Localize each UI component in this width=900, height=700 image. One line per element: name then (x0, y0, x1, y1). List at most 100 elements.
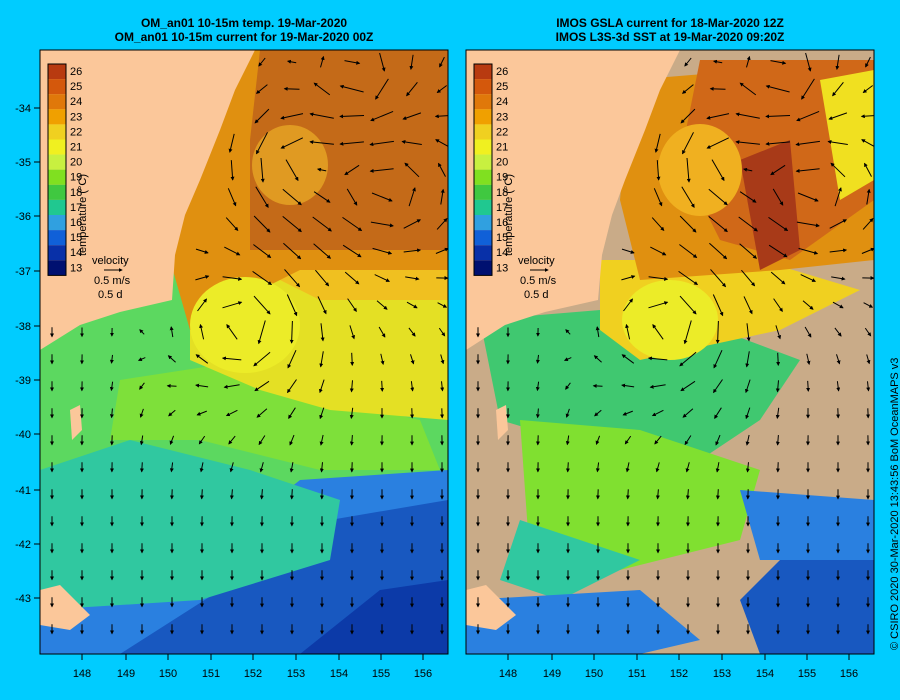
right-current-arrow (832, 81, 844, 97)
right-current-arrow (864, 162, 872, 177)
left-current-arrow (169, 435, 175, 445)
right-colorbar-tick: 25 (496, 81, 508, 93)
left-current-arrow (199, 489, 204, 500)
left-current-arrow (253, 244, 272, 258)
left-lon-tick-label: 151 (202, 668, 220, 680)
right-current-arrow (806, 380, 811, 392)
left-current-arrow (349, 435, 354, 446)
right-colorbar: 26 25 24 23 22 21 20 19 18 17 16 15 14 13 (473, 63, 508, 276)
left-current-arrow (199, 323, 205, 340)
right-current-arrow (621, 354, 635, 364)
right-map-panel: 26 25 24 23 22 21 20 19 18 17 16 15 14 13 temperature… (465, 49, 875, 680)
right-lon-tick-label: 152 (670, 668, 688, 680)
left-current-arrow (260, 157, 265, 183)
left-current-arrow (344, 60, 361, 65)
left-colorbar-swatch (48, 169, 66, 185)
right-current-arrow (806, 353, 811, 365)
right-current-arrow (683, 320, 692, 345)
right-current-arrow (773, 298, 783, 313)
right-current-arrow (796, 221, 820, 228)
right-current-arrow (679, 295, 697, 315)
left-current-arrow (435, 139, 448, 147)
right-colorbar-swatch (474, 109, 492, 125)
right-current-arrow (679, 244, 698, 258)
right-current-arrow (800, 274, 817, 282)
right-current-arrow (706, 137, 730, 149)
left-current-arrow (436, 218, 448, 230)
left-current-arrow (309, 140, 334, 145)
left-colorbar-swatch (48, 184, 66, 200)
right-colorbar-tick: 23 (496, 111, 508, 123)
left-current-arrow (375, 78, 389, 100)
left-current-arrow (371, 192, 393, 202)
left-current-arrow (139, 329, 145, 335)
right-current-arrow (775, 435, 780, 446)
right-current-arrow (565, 462, 570, 473)
right-current-arrow (832, 301, 844, 309)
left-colorbar-tick: 23 (70, 111, 82, 123)
left-velocity-duration: 0.5 d (98, 289, 122, 301)
left-colorbar-tick: 24 (70, 96, 82, 108)
left-lon-tick-label: 154 (330, 668, 348, 680)
left-current-arrow (255, 84, 268, 94)
left-current-arrow (342, 216, 363, 232)
right-lon-tick-label: 151 (628, 668, 646, 680)
right-current-arrow (795, 140, 820, 147)
right-current-arrow (862, 85, 873, 93)
right-current-arrow (738, 216, 758, 232)
lat-tick-label: -42 (15, 539, 31, 551)
left-current-arrow (196, 410, 207, 416)
left-colorbar-swatch (48, 199, 66, 215)
right-current-arrow (861, 139, 874, 147)
right-lon-tick-label: 148 (499, 668, 517, 680)
left-current-arrow (440, 381, 445, 392)
left-current-arrow (408, 187, 416, 207)
right-colorbar-swatch (474, 154, 492, 170)
left-current-arrow (287, 349, 297, 369)
lat-tick-label: -35 (15, 157, 31, 169)
right-current-arrow (829, 248, 848, 253)
left-lon-tick-label: 155 (372, 668, 390, 680)
left-colorbar-label: temperature (°C) (77, 174, 89, 256)
right-lon-tick-label: 155 (798, 668, 816, 680)
left-colorbar-swatch (48, 94, 66, 110)
left-current-arrow (258, 57, 266, 67)
left-lon-tick-label: 152 (244, 668, 262, 680)
left-current-arrow (139, 435, 144, 446)
left-colorbar-tick: 20 (70, 157, 82, 169)
right-colorbar-tick: 24 (496, 96, 508, 108)
left-current-arrow (258, 435, 266, 446)
right-current-arrow (745, 407, 751, 420)
left-current-arrow (379, 52, 386, 72)
left-current-arrow (401, 140, 422, 145)
right-current-arrow (713, 379, 723, 394)
right-colorbar-tick: 18 (496, 187, 508, 199)
right-current-arrow (623, 298, 633, 312)
right-current-arrow (651, 217, 665, 231)
left-colorbar-tick: 15 (70, 232, 82, 244)
left-current-arrow (230, 160, 235, 181)
left-current-vectors (50, 52, 448, 635)
left-current-arrow (380, 380, 385, 392)
left-current-arrow (225, 217, 239, 231)
left-current-arrow (369, 168, 394, 173)
right-current-arrow (860, 114, 874, 119)
right-current-arrow (648, 276, 669, 281)
right-colorbar-swatch (474, 64, 492, 80)
right-colorbar-swatch (474, 230, 492, 246)
right-lon-tick-label: 149 (543, 668, 561, 680)
left-current-arrow (372, 247, 393, 255)
left-current-arrow (318, 379, 325, 394)
left-current-arrow (288, 407, 296, 419)
right-current-arrow (775, 407, 780, 419)
right-current-arrow (679, 351, 697, 367)
left-colorbar-tick: 21 (70, 142, 82, 154)
lat-tick-label: -34 (15, 103, 31, 115)
right-current-arrow (565, 408, 570, 418)
right-current-arrow (801, 78, 815, 100)
right-lon-tick-label: 156 (840, 668, 858, 680)
left-lon-tick-label: 149 (117, 668, 135, 680)
left-current-arrow (346, 188, 358, 206)
right-current-arrow (708, 188, 728, 206)
right-current-arrow (866, 354, 871, 365)
